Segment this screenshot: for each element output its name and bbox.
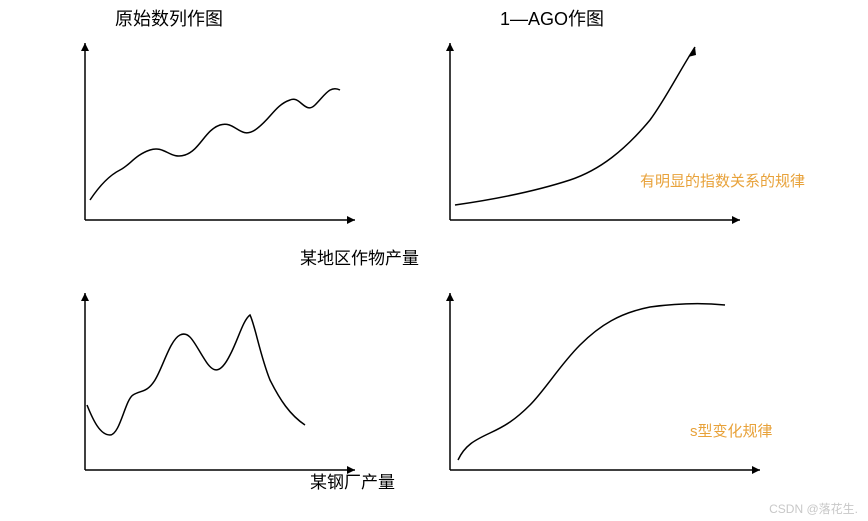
watermark: CSDN @落花生. bbox=[769, 500, 858, 517]
row-label-bottom: 某钢厂产量 bbox=[310, 468, 395, 493]
y-axis-arrow bbox=[81, 43, 89, 51]
chart-bottom-right bbox=[440, 285, 780, 485]
y-axis-arrow bbox=[446, 43, 454, 51]
column-title-right: 1—AGO作图 bbox=[500, 5, 604, 31]
row-label-top: 某地区作物产量 bbox=[300, 244, 419, 269]
column-title-left: 原始数列作图 bbox=[115, 5, 223, 31]
y-axis-arrow bbox=[446, 293, 454, 301]
panel-top-right bbox=[440, 35, 760, 235]
curve-arrow bbox=[688, 47, 696, 57]
x-axis-arrow bbox=[752, 466, 760, 474]
x-axis-arrow bbox=[732, 216, 740, 224]
panel-top-left bbox=[75, 35, 375, 235]
panel-bottom-left bbox=[75, 285, 375, 485]
chart-bottom-left bbox=[75, 285, 375, 485]
figure-container: 原始数列作图 1—AGO作图 某地区作物产量 bbox=[0, 0, 868, 521]
chart-top-left bbox=[75, 35, 375, 235]
curve-sigmoid bbox=[458, 304, 725, 460]
panel-bottom-right bbox=[440, 285, 780, 485]
curve-oscillating bbox=[90, 89, 340, 200]
x-axis-arrow bbox=[347, 216, 355, 224]
y-axis-arrow bbox=[81, 293, 89, 301]
annotation-sigmoid: s型变化规律 bbox=[690, 420, 773, 441]
chart-top-right bbox=[440, 35, 760, 235]
annotation-exponential: 有明显的指数关系的规律 bbox=[640, 170, 805, 191]
curve-volatile bbox=[87, 315, 305, 435]
